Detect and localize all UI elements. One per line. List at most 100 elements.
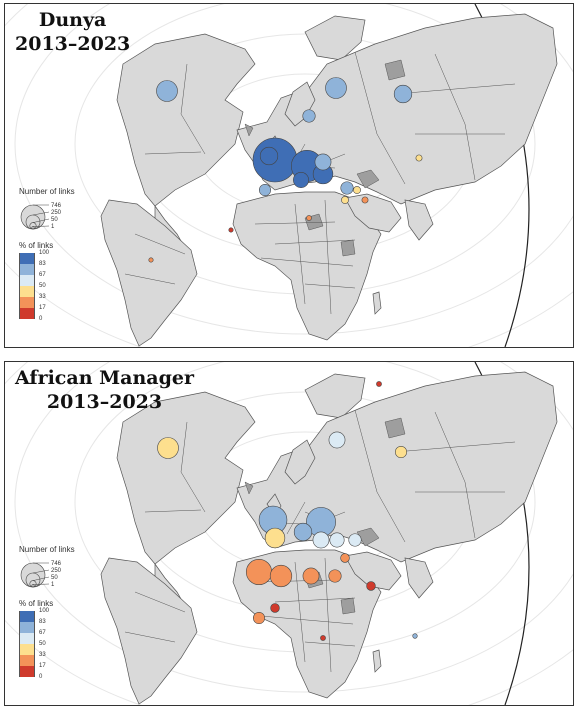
land-madagascar [372,649,382,673]
legend-bin-label: 83 [39,619,46,625]
legend-bin-label: 33 [39,294,46,300]
legend-bin: 100 [19,608,79,622]
bubble-eastern-mediterranean [329,532,345,548]
land-south-america [100,199,198,347]
bubble-egypt [328,569,342,583]
legend-bin: 50 [19,283,79,297]
size-legend-circle [31,584,35,588]
bubble-russia-far-east- [376,381,382,387]
legend-bin: 0 [19,674,79,688]
land-eurasia [236,371,558,563]
bubble-russia-west- [325,77,347,99]
bubble-west-africa [253,612,265,624]
size-legend-label: 250 [51,568,62,574]
size-legend-label: 50 [51,575,58,581]
dark-region-3 [340,239,356,257]
legend-bin: 83 [19,261,79,275]
legend-swatch [19,644,35,655]
legend-bin: 33 [19,294,79,308]
size-legend-label: 1 [51,582,55,588]
legend-swatch [19,611,35,622]
legend-bin: 67 [19,272,79,286]
bubble-horn-of-africa [366,581,376,591]
legend-pct-title: % of links [19,241,54,250]
legend-swatch [19,655,35,666]
bubble-north-america [157,437,179,459]
bubble-turkey [340,181,354,195]
bubble-north-africa [306,215,312,221]
bubble-middle-east [361,196,369,204]
size-legend-label: 746 [51,203,62,209]
bubble-west-africa [228,227,234,233]
legend-size-title: Number of links [19,187,75,196]
size-legend-label: 746 [51,561,62,567]
legend-bin: 67 [19,630,79,644]
dark-region-1 [356,169,380,189]
bubbles [157,381,418,641]
legend-bin-label: 50 [39,641,46,647]
legend-bin-label: 83 [39,261,46,267]
bubble-france [264,527,286,549]
bubble-south-america [148,257,154,263]
map-title: Dunya 2013–2023 [15,8,130,56]
legend-swatch [19,253,35,264]
bubble-arabia [341,196,349,204]
land-scandinavia [284,439,316,485]
size-legend-label: 250 [51,210,62,216]
map-title-name: Dunya [38,9,107,31]
world-map [5,4,573,347]
land-scandinavia [284,81,316,127]
dark-region-4 [244,123,254,137]
land-india-region [404,557,434,599]
bubble-northwest-africa [245,558,273,586]
legend-bin-label: 67 [39,630,46,636]
land-greenland [304,373,366,419]
dark-region-5 [384,417,406,439]
bubble-libya [302,567,320,585]
land-north-america [116,33,256,207]
bubble-russia-west- [328,431,346,449]
map-title-period: 2013–2023 [46,391,163,413]
legend-swatch [19,275,35,286]
bubble-balkans [312,531,330,549]
dark-region-1 [356,527,380,547]
land-madagascar [372,291,382,315]
legend-bin-label: 100 [39,608,50,614]
legend-bin-label: 50 [39,283,46,289]
bubble-scandinavia [302,109,316,123]
bubble-indian-ocean [412,633,418,639]
bubble-north-america [156,80,178,102]
legend-bin-label: 67 [39,272,46,278]
land-south-america [100,557,198,705]
dark-region-3 [340,597,356,615]
legend-bin-label: 33 [39,652,46,658]
legend-bin: 83 [19,619,79,633]
land-north-america [116,391,256,565]
legend-bin: 17 [19,305,79,319]
land-africa [232,191,382,341]
legend-pct-title: % of links [19,599,54,608]
bubble-uk [259,146,279,166]
legend-bin: 50 [19,641,79,655]
map-legend: Number of links 746 250 50 1% of links 100 83 6… [19,545,79,688]
bubbles [148,77,423,263]
legend-size-title: Number of links [19,545,75,554]
legend-bin: 17 [19,663,79,677]
bubble-kazakhstan [415,154,423,162]
land-arabia [344,551,402,591]
bubble-middle-east [340,553,350,563]
legend-bin: 100 [19,250,79,264]
bubble-iberia [259,184,271,196]
bubble-north-africa [269,564,293,588]
bubble-sahel [270,603,280,613]
bubble-turkey [348,533,362,547]
legend-swatch [19,633,35,644]
bubble-caucasus [353,186,361,194]
legend-swatch [19,297,35,308]
legend-swatch [19,308,35,319]
legend-bin-label: 0 [39,674,43,680]
bubble-italy [293,522,313,542]
legend-swatch [19,622,35,633]
land-india-region [404,199,434,241]
